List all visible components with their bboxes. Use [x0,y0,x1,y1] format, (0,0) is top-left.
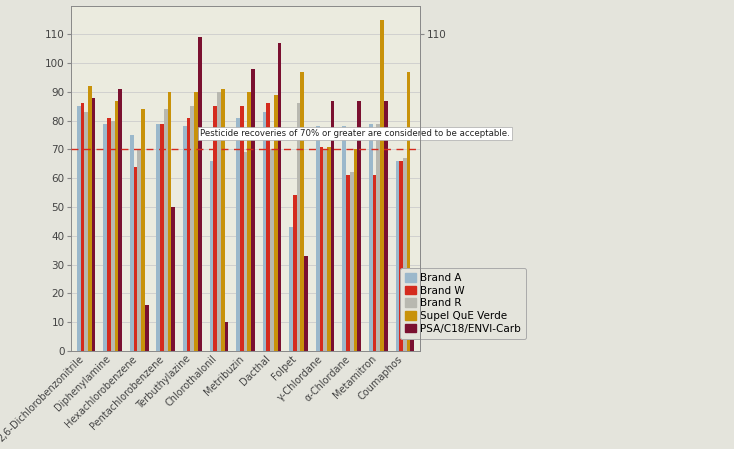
Bar [263,112,266,351]
Bar [277,43,281,351]
Bar [247,92,251,351]
Bar [346,175,350,351]
Bar [407,72,410,351]
Bar [156,123,160,351]
Bar [354,150,357,351]
Bar [88,86,92,351]
Bar [221,89,225,351]
Bar [145,305,148,351]
Bar [396,161,399,351]
Bar [81,103,84,351]
Bar [77,106,81,351]
Bar [327,146,331,351]
Bar [377,123,380,351]
Bar [186,118,191,351]
Bar [297,103,300,351]
Bar [266,103,270,351]
Bar [130,135,134,351]
Bar [410,270,414,351]
Bar [134,167,137,351]
Bar [210,161,214,351]
Bar [137,150,141,351]
Bar [111,121,115,351]
Bar [300,72,304,351]
Bar [103,123,107,351]
Bar [167,92,171,351]
Bar [380,20,384,351]
Bar [191,106,195,351]
Bar [195,92,198,351]
Bar [384,101,388,351]
Bar [240,106,244,351]
Bar [293,195,297,351]
Bar [331,101,335,351]
Bar [236,118,240,351]
Bar [107,118,111,351]
Bar [164,109,167,351]
Text: Pesticide recoveries of 70% or greater are considered to be acceptable.: Pesticide recoveries of 70% or greater a… [200,129,510,138]
Bar [403,158,407,351]
Bar [350,172,354,351]
Bar [274,95,277,351]
Bar [84,112,88,351]
Bar [118,89,122,351]
Legend: Brand A, Brand W, Brand R, Supel QuE Verde, PSA/C18/ENVI-Carb: Brand A, Brand W, Brand R, Supel QuE Ver… [400,268,526,339]
Bar [171,207,175,351]
Bar [343,127,346,351]
Bar [316,127,319,351]
Bar [369,123,373,351]
Bar [217,92,221,351]
Bar [198,37,202,351]
Bar [183,127,186,351]
Bar [399,161,403,351]
Bar [92,97,95,351]
Bar [251,69,255,351]
Bar [160,123,164,351]
Bar [244,152,247,351]
Bar [357,101,361,351]
Bar [373,175,377,351]
Bar [141,109,145,351]
Bar [319,146,324,351]
Bar [214,106,217,351]
Bar [324,150,327,351]
Bar [270,150,274,351]
Bar [289,227,293,351]
Bar [225,322,228,351]
Bar [115,101,118,351]
Bar [304,256,308,351]
